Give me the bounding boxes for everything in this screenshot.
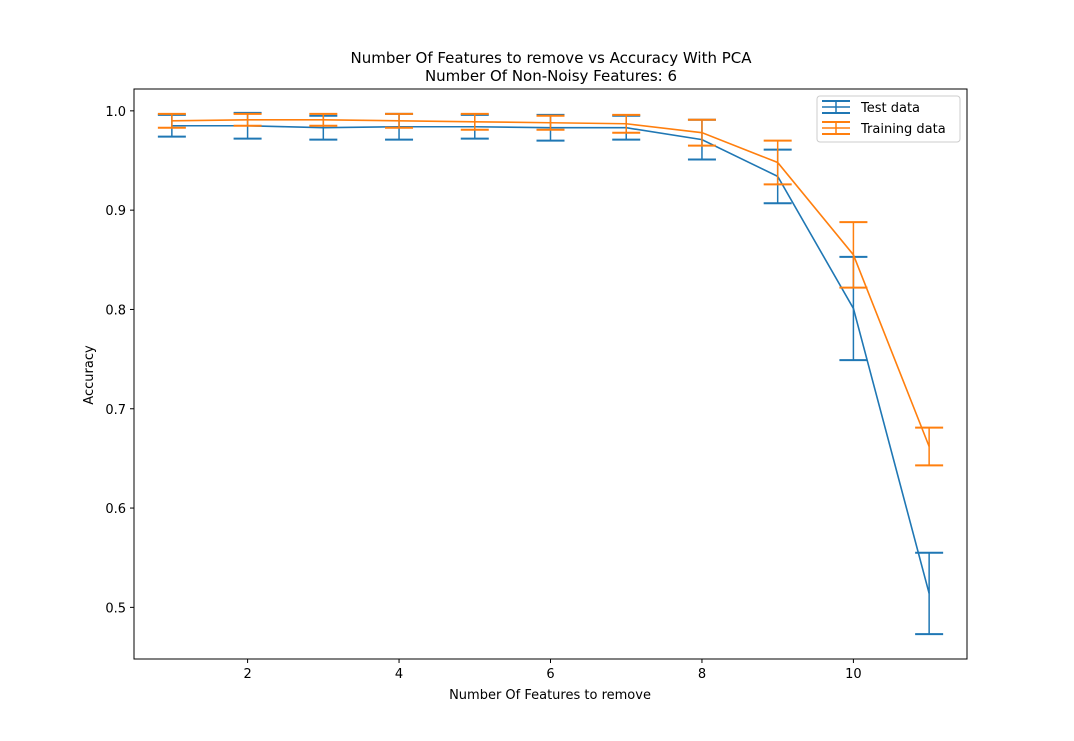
x-axis-ticks: 2 4 6 8 10 [243, 659, 862, 682]
x-tick-label: 4 [395, 667, 403, 682]
plot-area [157, 111, 944, 636]
legend-label: Training data [860, 122, 946, 137]
y-tick-label: 0.7 [105, 403, 126, 418]
series-training-data [157, 112, 944, 467]
y-axis-ticks: 0.5 0.6 0.7 0.8 0.9 1.0 [105, 105, 134, 616]
legend-entry: Test data [822, 100, 920, 116]
legend: Test data Training data [816, 95, 961, 143]
y-tick-label: 0.9 [105, 204, 126, 219]
y-axis-label: Accuracy [82, 345, 97, 405]
y-tick-label: 0.5 [105, 601, 126, 616]
y-tick-label: 0.8 [105, 303, 126, 318]
chart-title: Number Of Features to remove vs Accuracy… [350, 49, 752, 67]
x-tick-label: 10 [845, 667, 862, 682]
y-tick-label: 0.6 [105, 502, 126, 517]
y-tick-label: 1.0 [105, 105, 126, 120]
x-axis-label: Number Of Features to remove [449, 688, 651, 703]
x-tick-label: 2 [243, 667, 251, 682]
x-tick-label: 6 [546, 667, 554, 682]
series-line [171, 118, 930, 447]
chart-subtitle: Number Of Non-Noisy Features: 6 [425, 67, 677, 85]
legend-label: Test data [860, 101, 920, 116]
legend-box [816, 95, 961, 143]
legend-entry: Training data [822, 121, 946, 137]
x-tick-label: 8 [698, 667, 706, 682]
